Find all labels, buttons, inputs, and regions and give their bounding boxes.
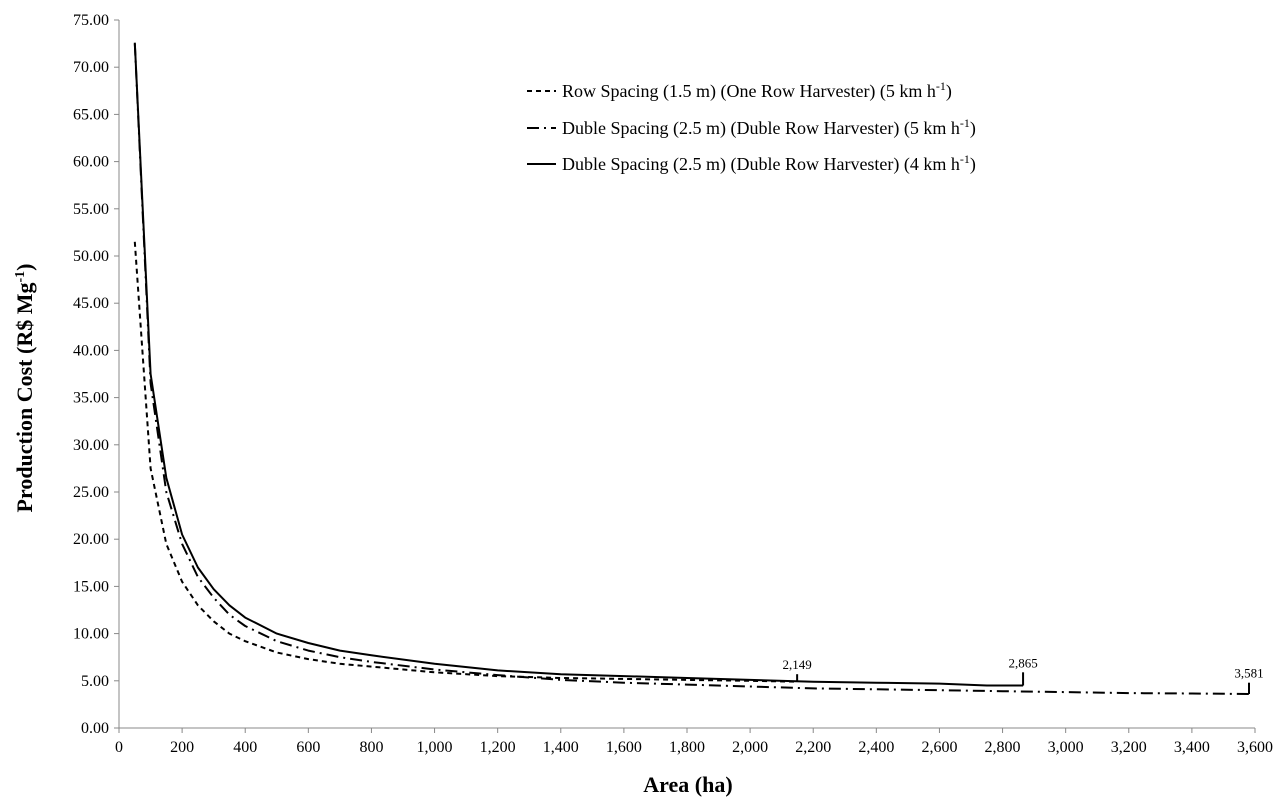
y-tick-labels: 0.00 5.00 10.00 15.00 20.00 25.00 30.00 35.00 40… [73,12,119,737]
x-tick-label: 200 [170,739,194,756]
y-tick-label: 5.00 [81,673,109,690]
y-tick-label: 35.00 [73,390,109,407]
y-axis-title: Production Cost (R$ Mg-1) [12,264,37,513]
y-axis-title-main: Production Cost (R$ Mg [12,283,37,513]
annotation-label: 2,865 [1008,655,1037,670]
y-axis-title-close: ) [12,264,37,271]
x-tick-labels: 0 200 400 600 800 1,000 1,200 1,400 1,600 1,800 2,… [115,728,1273,756]
series-line-dashdot [133,43,1250,695]
x-tick-label: 0 [115,739,123,756]
x-tick-label: 3,400 [1174,739,1210,756]
legend-label: Duble Spacing (2.5 m) (Duble Row Harvest… [562,152,976,175]
series-line-dashed [133,241,798,683]
y-tick-label: 50.00 [73,248,109,265]
y-axis-title-sup: -1 [13,271,28,283]
x-tick-label: 800 [359,739,383,756]
legend-item-duble-5kmh: Duble Spacing (2.5 m) (Duble Row Harvest… [527,116,976,139]
x-tick-label: 1,600 [606,739,642,756]
y-tick-label: 60.00 [73,154,109,171]
x-tick-label: 2,800 [985,739,1021,756]
x-tick-label: 400 [233,739,257,756]
y-tick-label: 30.00 [73,437,109,454]
x-tick-label: 3,200 [1111,739,1147,756]
y-tick-label: 45.00 [73,295,109,312]
x-tick-label: 1,200 [480,739,516,756]
x-tick-label: 3,000 [1048,739,1084,756]
y-tick-label: 0.00 [81,720,109,737]
x-tick-label: 1,400 [543,739,579,756]
x-tick-label: 1,000 [417,739,453,756]
y-tick-label: 40.00 [73,342,109,359]
y-tick-label: 55.00 [73,201,109,218]
annotation-label: 2,149 [783,657,812,672]
legend: Row Spacing (1.5 m) (One Row Harvester) … [527,79,976,175]
x-tick-label: 1,800 [669,739,705,756]
y-tick-label: 25.00 [73,484,109,501]
x-tick-label: 2,400 [858,739,894,756]
x-tick-label: 600 [296,739,320,756]
x-tick-label: 2,200 [795,739,831,756]
y-tick-label: 10.00 [73,626,109,643]
series-lines [133,42,1250,695]
y-tick-label: 20.00 [73,531,109,548]
legend-label: Row Spacing (1.5 m) (One Row Harvester) … [562,79,952,102]
x-tick-label: 3,600 [1237,739,1273,756]
legend-item-row-spacing: Row Spacing (1.5 m) (One Row Harvester) … [527,79,952,102]
y-tick-label: 75.00 [73,12,109,29]
legend-item-duble-4kmh: Duble Spacing (2.5 m) (Duble Row Harvest… [527,152,976,175]
y-tick-label: 70.00 [73,59,109,76]
y-tick-label: 65.00 [73,106,109,123]
annotation-label: 3,581 [1234,666,1263,681]
annotations: 2,149 2,865 3,581 [783,655,1264,695]
series-line-solid [133,42,1024,687]
x-tick-label: 2,600 [921,739,957,756]
x-tick-label: 2,000 [732,739,768,756]
x-axis-title: Area (ha) [643,772,732,797]
legend-label: Duble Spacing (2.5 m) (Duble Row Harvest… [562,116,976,139]
y-tick-label: 15.00 [73,578,109,595]
